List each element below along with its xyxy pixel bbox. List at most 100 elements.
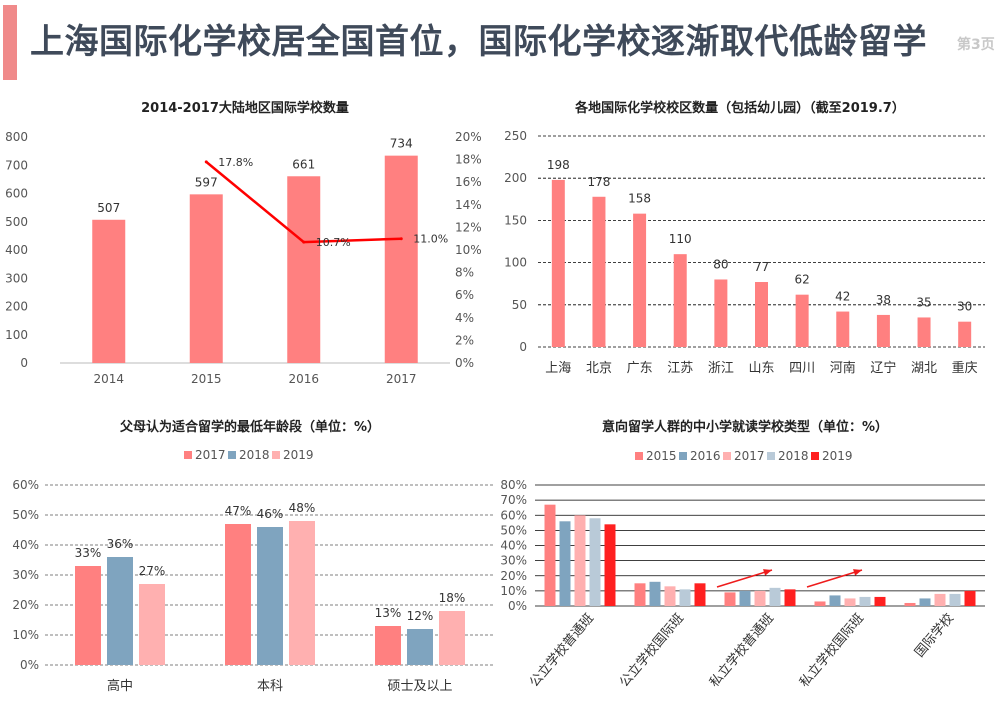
- c1-growth-label: 17.8%: [218, 156, 253, 169]
- c2-x-tick-label: 上海: [545, 361, 571, 376]
- c4-y-tick-label: 20%: [500, 569, 527, 583]
- c4-legend-label: 2017: [734, 449, 765, 463]
- c1-y2-tick-label: 14%: [455, 198, 482, 212]
- c4-legend-swatch: [679, 452, 687, 460]
- c3-bar-value-label: 48%: [289, 501, 316, 515]
- c4-legend-swatch: [723, 452, 731, 460]
- c1-y2-tick-label: 2%: [455, 333, 474, 347]
- c3-y-tick-label: 60%: [12, 478, 39, 492]
- c1-x-tick-label: 2016: [288, 372, 319, 386]
- c2-y-tick-label: 200: [504, 171, 527, 185]
- title-accent-bar: [3, 5, 17, 80]
- c2-y-tick-label: 50: [512, 298, 527, 312]
- c3-legend-swatch: [272, 451, 280, 459]
- c4-legend-swatch: [811, 452, 819, 460]
- c1-y2-tick-label: 6%: [455, 288, 474, 302]
- c4-x-tick-label: 公立学校普通班: [526, 610, 597, 690]
- c2-y-tick-label: 150: [504, 213, 527, 227]
- c2-bar: [917, 317, 931, 347]
- c3-bar: [139, 584, 165, 665]
- c3-bar: [257, 527, 283, 665]
- c3-bar: [375, 626, 401, 665]
- c4-bar: [829, 595, 841, 606]
- c3-x-tick-label: 高中: [107, 678, 133, 694]
- c4-title: 意向留学人群的中小学就读学校类型（单位：%）: [602, 419, 888, 435]
- c4-increase-arrow: [806, 569, 863, 588]
- c2-x-tick-label: 河南: [830, 360, 856, 376]
- c3-y-tick-label: 30%: [12, 568, 39, 582]
- c3-bar-value-label: 13%: [375, 606, 402, 620]
- c4-bar: [649, 581, 661, 606]
- c4-x-tick-label: 私立学校国际班: [796, 610, 867, 690]
- c1-x-tick-label: 2014: [93, 372, 124, 386]
- c4-bar: [964, 590, 976, 606]
- c2-bar-value-label: 42: [835, 290, 850, 304]
- c4-bar: [859, 596, 871, 606]
- c2-y-tick-label: 100: [504, 256, 527, 270]
- c1-y2-tick-label: 20%: [455, 130, 482, 144]
- c3-bar-value-label: 47%: [225, 504, 252, 518]
- c2-bar-value-label: 80: [713, 257, 728, 271]
- c1-x-tick-label: 2017: [386, 372, 417, 386]
- c4-bar: [574, 515, 586, 606]
- c3-y-tick-label: 40%: [12, 538, 39, 552]
- c4-y-tick-label: 60%: [500, 508, 527, 522]
- c2-x-tick-label: 湖北: [911, 361, 937, 376]
- c2-bar: [714, 279, 728, 347]
- c4-legend-label: 2019: [822, 449, 853, 463]
- c1-bar-value-label: 597: [195, 175, 218, 189]
- c3-bar: [289, 521, 315, 665]
- c3-bar-value-label: 33%: [75, 546, 102, 560]
- c1-y2-tick-label: 0%: [455, 356, 474, 370]
- c2-bar: [551, 179, 565, 347]
- c4-bar: [694, 583, 706, 606]
- c4-bar: [739, 590, 751, 606]
- c4-x-tick-label: 私立学校普通班: [706, 610, 777, 690]
- c3-bar: [225, 524, 251, 665]
- c3-legend-label: 2018: [239, 448, 270, 462]
- c4-bar: [874, 596, 886, 606]
- c3-y-tick-label: 50%: [12, 508, 39, 522]
- c4-bar: [544, 504, 556, 606]
- c2-x-tick-label: 辽宁: [870, 360, 896, 376]
- c4-bar: [784, 589, 796, 606]
- c4-bar: [814, 601, 826, 606]
- c4-bar: [679, 589, 691, 606]
- c1-y-tick-label: 800: [5, 130, 28, 144]
- c2-y-tick-label: 0: [519, 340, 527, 354]
- c3-legend-swatch: [228, 451, 236, 459]
- c1-bar: [92, 219, 126, 363]
- c4-bar: [949, 593, 961, 606]
- c4-y-tick-label: 40%: [500, 539, 527, 553]
- c2-x-tick-label: 北京: [586, 361, 612, 376]
- c4-bar: [844, 598, 856, 606]
- c2-bar-value-label: 77: [754, 260, 769, 274]
- c4-increase-arrow: [716, 569, 773, 588]
- c1-bar: [384, 155, 418, 363]
- c3-bar: [107, 557, 133, 665]
- c3-x-tick-label: 本科: [257, 679, 283, 694]
- c3-bar: [439, 611, 465, 665]
- c1-growth-label: 10.7%: [316, 236, 351, 249]
- c1-bar-value-label: 734: [390, 137, 413, 151]
- page-title: 上海国际化学校居全国首位，国际化学校逐渐取代低龄留学: [30, 22, 927, 62]
- c4-y-tick-label: 50%: [500, 523, 527, 537]
- c4-x-tick-label: 国际学校: [911, 610, 957, 660]
- c2-bar-value-label: 35: [916, 295, 931, 309]
- c3-bar-value-label: 27%: [139, 564, 166, 578]
- c2-y-tick-label: 250: [504, 129, 527, 143]
- c1-bar-value-label: 661: [292, 157, 315, 171]
- c1-y2-tick-label: 16%: [455, 175, 482, 189]
- c2-bar: [836, 311, 850, 347]
- c1-y-tick-label: 600: [5, 187, 28, 201]
- c2-bar-value-label: 30: [957, 300, 972, 314]
- c1-y2-tick-label: 18%: [455, 153, 482, 167]
- c3-legend-label: 2017: [195, 448, 226, 462]
- c2-bar: [633, 213, 647, 347]
- c3-bar-value-label: 12%: [407, 609, 434, 623]
- c1-bar-value-label: 507: [97, 201, 120, 215]
- c4-bar: [724, 592, 736, 606]
- c2-bar: [795, 294, 809, 347]
- c1-y2-tick-label: 8%: [455, 266, 474, 280]
